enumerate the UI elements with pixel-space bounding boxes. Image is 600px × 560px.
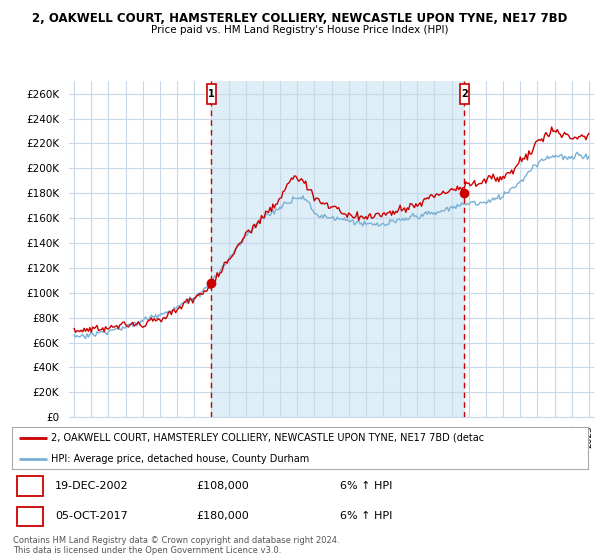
FancyBboxPatch shape	[206, 83, 216, 104]
Text: 2: 2	[461, 88, 468, 99]
Text: 1: 1	[208, 88, 215, 99]
Text: This data is licensed under the Open Government Licence v3.0.: This data is licensed under the Open Gov…	[13, 546, 281, 555]
Text: Contains HM Land Registry data © Crown copyright and database right 2024.: Contains HM Land Registry data © Crown c…	[13, 536, 340, 545]
Text: £108,000: £108,000	[196, 481, 249, 491]
FancyBboxPatch shape	[17, 476, 43, 496]
Text: £180,000: £180,000	[196, 511, 249, 521]
FancyBboxPatch shape	[460, 83, 469, 104]
FancyBboxPatch shape	[17, 506, 43, 526]
Text: 05-OCT-2017: 05-OCT-2017	[55, 511, 128, 521]
Text: 6% ↑ HPI: 6% ↑ HPI	[340, 511, 392, 521]
Text: Price paid vs. HM Land Registry's House Price Index (HPI): Price paid vs. HM Land Registry's House …	[151, 25, 449, 35]
Text: 19-DEC-2002: 19-DEC-2002	[55, 481, 129, 491]
Text: 2, OAKWELL COURT, HAMSTERLEY COLLIERY, NEWCASTLE UPON TYNE, NE17 7BD (detac: 2, OAKWELL COURT, HAMSTERLEY COLLIERY, N…	[51, 433, 484, 443]
Text: 1: 1	[26, 481, 34, 491]
Bar	[211, 81, 464, 417]
Text: 2: 2	[26, 511, 34, 521]
Text: 2, OAKWELL COURT, HAMSTERLEY COLLIERY, NEWCASTLE UPON TYNE, NE17 7BD: 2, OAKWELL COURT, HAMSTERLEY COLLIERY, N…	[32, 12, 568, 25]
Text: HPI: Average price, detached house, County Durham: HPI: Average price, detached house, Coun…	[51, 454, 310, 464]
Text: 6% ↑ HPI: 6% ↑ HPI	[340, 481, 392, 491]
